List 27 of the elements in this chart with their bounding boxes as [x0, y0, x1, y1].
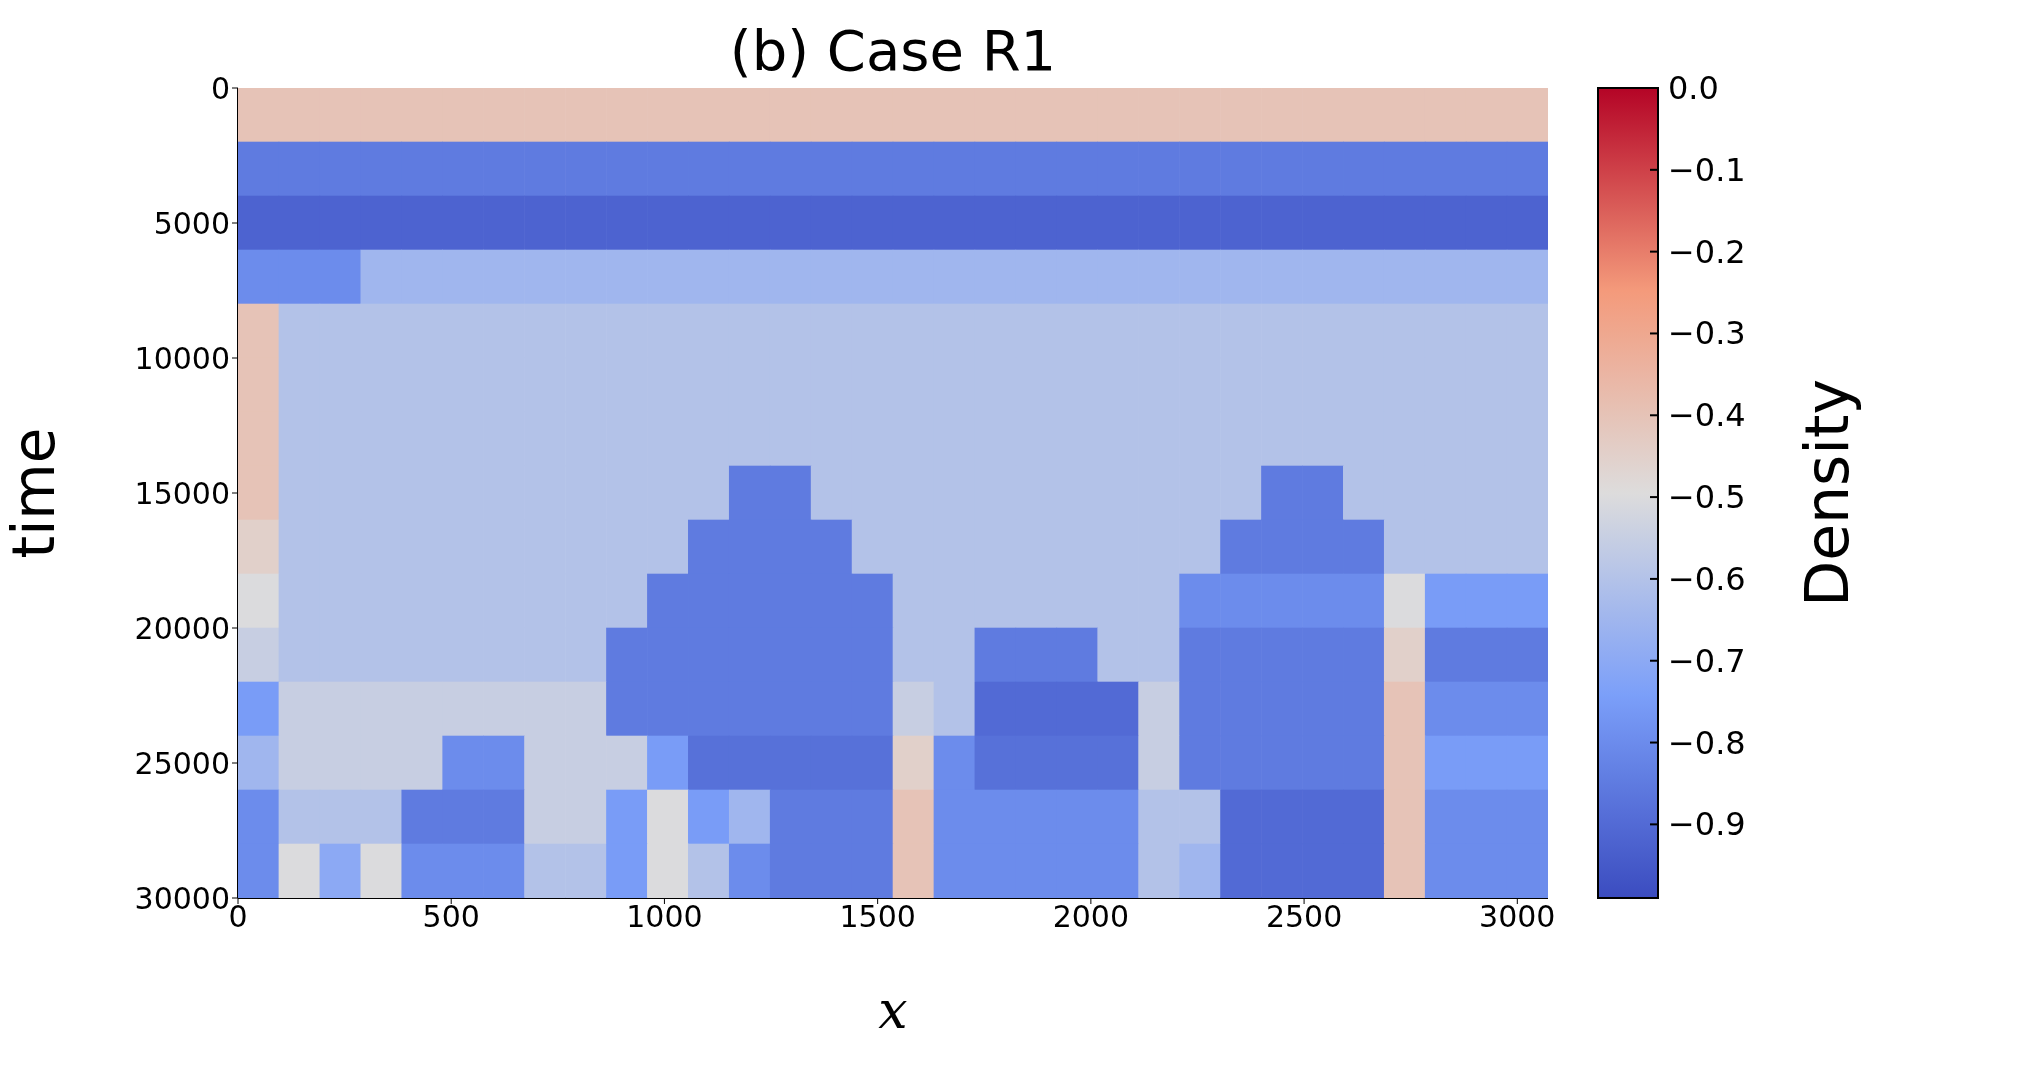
y-tick-label: 0 — [210, 70, 230, 106]
color-bar-label: −0.3 — [1668, 314, 1746, 353]
color-bar-title: Density — [1792, 378, 1862, 608]
x-tick-label: 2000 — [1052, 899, 1130, 935]
y-tick-label: 30000 — [134, 880, 230, 916]
x-axis-title: x — [878, 980, 908, 1040]
color-bar-label: −0.8 — [1668, 723, 1746, 762]
y-tick-label: 5000 — [153, 205, 230, 241]
color-bar-label: −0.9 — [1668, 805, 1746, 844]
color-bar-label: −0.1 — [1668, 150, 1746, 189]
x-tick-label: 1500 — [839, 899, 916, 935]
color-bar-label: −0.2 — [1668, 232, 1746, 271]
color-bar-label: 0.0 — [1668, 69, 1719, 107]
x-tick-label: 2500 — [1265, 899, 1343, 935]
color-bar-label: −0.7 — [1668, 641, 1746, 680]
color-bar-label: −0.4 — [1668, 396, 1746, 435]
color-bar-label: −0.5 — [1668, 478, 1746, 517]
x-tick-label: 500 — [422, 899, 480, 935]
y-tick-label: 25000 — [134, 745, 230, 781]
color-bar-label: −0.6 — [1668, 559, 1746, 598]
y-axis-title: time — [0, 427, 68, 559]
y-tick-label: 15000 — [134, 475, 230, 511]
x-tick-label: 3000 — [1479, 899, 1556, 935]
y-tick-label: 20000 — [134, 610, 230, 646]
x-tick-label: 1000 — [626, 899, 703, 935]
y-tick-label: 10000 — [134, 340, 230, 376]
chart-title: (b) Case R1 — [728, 18, 1058, 83]
